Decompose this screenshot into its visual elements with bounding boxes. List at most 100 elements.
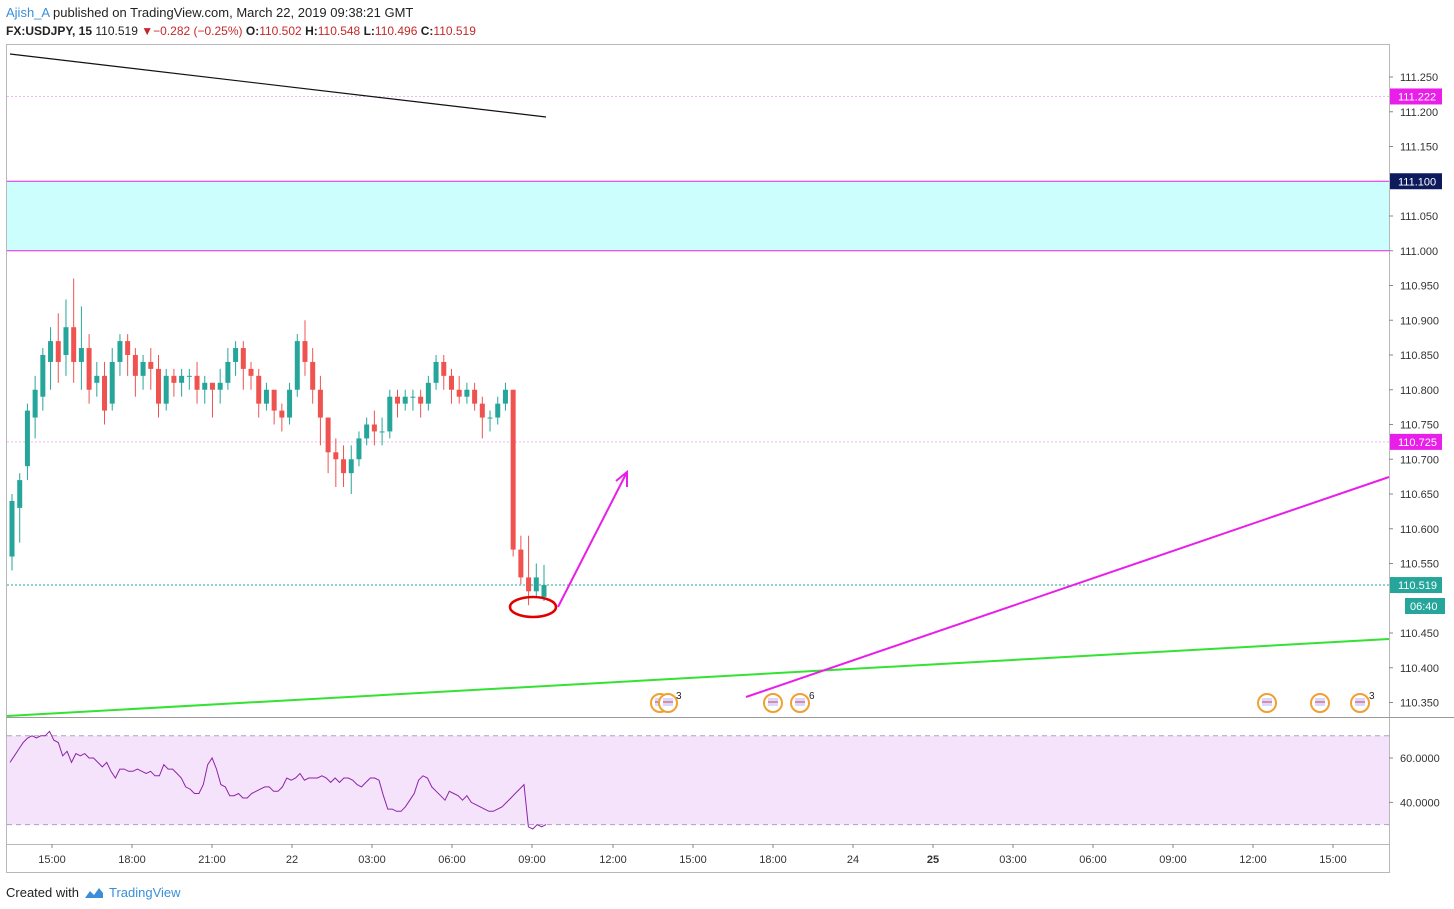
zone-fill bbox=[7, 181, 1389, 251]
economic-events[interactable]: 3 6 3 bbox=[650, 691, 1375, 713]
tradingview-brand[interactable]: TradingView bbox=[108, 884, 181, 900]
candle bbox=[102, 361, 108, 425]
rsi-tick-label: 40.0000 bbox=[1400, 797, 1440, 809]
y-tick-label: 110.600 bbox=[1400, 524, 1439, 536]
candle-body bbox=[518, 549, 524, 578]
candle-body bbox=[240, 348, 246, 369]
last-price: 110.519 bbox=[95, 24, 138, 38]
candle bbox=[410, 389, 416, 411]
candle bbox=[148, 348, 154, 390]
candle-body bbox=[55, 341, 61, 362]
candle bbox=[48, 327, 54, 390]
author-link[interactable]: Ajish_A bbox=[6, 5, 50, 20]
level-mid-tag-text: 110.725 bbox=[1398, 437, 1437, 449]
candle-body bbox=[179, 375, 185, 383]
time-axis[interactable]: 15:00 18:00 21:00 22 03:00 06:00 09:00 12:00 15:… bbox=[38, 844, 1347, 866]
candle-body bbox=[9, 500, 15, 557]
candle bbox=[479, 396, 485, 439]
y-tick-label: 111.250 bbox=[1400, 72, 1438, 84]
candle bbox=[456, 375, 462, 404]
candle-body bbox=[148, 361, 154, 369]
candle-body bbox=[356, 438, 362, 460]
candle bbox=[248, 361, 254, 390]
candle-body bbox=[32, 389, 38, 418]
y-tick-label: 110.800 bbox=[1400, 385, 1439, 397]
candle-body bbox=[464, 389, 470, 397]
candle-body bbox=[86, 348, 92, 390]
price-axis[interactable]: 111.250 111.200 111.150 111.050 111.000 110.9… bbox=[1389, 72, 1440, 809]
us-flag-icon bbox=[790, 693, 810, 713]
candle-body bbox=[502, 389, 508, 404]
trend-lines[interactable] bbox=[6, 53, 1390, 717]
candle bbox=[109, 348, 115, 411]
candle bbox=[518, 535, 524, 585]
candle-body bbox=[348, 459, 354, 474]
candle bbox=[526, 535, 532, 606]
us-flag-icon bbox=[1310, 693, 1330, 713]
x-tick-label: 03:00 bbox=[358, 854, 386, 866]
candle bbox=[125, 334, 131, 376]
candle bbox=[333, 438, 339, 488]
candle-body bbox=[294, 341, 300, 390]
x-tick-label: 15:00 bbox=[38, 854, 66, 866]
candle-body bbox=[109, 361, 115, 404]
candle-body bbox=[402, 396, 408, 404]
candle-body bbox=[171, 375, 177, 383]
down-arrow-icon: ▼ bbox=[141, 24, 154, 38]
candle bbox=[441, 355, 447, 390]
candle-body bbox=[310, 361, 316, 390]
x-tick-label: 03:00 bbox=[999, 854, 1027, 866]
annotations[interactable] bbox=[508, 469, 628, 619]
candle-body bbox=[495, 403, 501, 418]
candle-body bbox=[533, 577, 539, 592]
us-flag-icon bbox=[1257, 693, 1277, 713]
symbol-label[interactable]: FX:USDJPY, 15 bbox=[6, 24, 93, 38]
candle bbox=[310, 348, 316, 404]
candle-body bbox=[225, 361, 231, 383]
candle bbox=[140, 355, 146, 390]
candle bbox=[279, 403, 285, 432]
candle-body bbox=[94, 375, 100, 383]
candle-body bbox=[325, 417, 331, 453]
candle-body bbox=[371, 424, 377, 432]
level-high-tag-bg bbox=[1390, 88, 1442, 105]
resistance-zone[interactable] bbox=[7, 180, 1389, 252]
candle-body bbox=[441, 361, 447, 376]
event-count: 3 bbox=[1369, 691, 1375, 702]
candle bbox=[86, 334, 92, 404]
candle bbox=[24, 403, 30, 481]
candle bbox=[194, 361, 200, 404]
x-tick-label: 15:00 bbox=[679, 854, 707, 866]
candle-body bbox=[433, 361, 439, 383]
candle bbox=[302, 320, 308, 376]
current-price-tag: 110.519 bbox=[1390, 577, 1442, 594]
published-text: published on TradingView.com, March 22, … bbox=[53, 5, 414, 20]
current-price-tag-text: 110.519 bbox=[1398, 580, 1437, 592]
candle bbox=[464, 382, 470, 404]
candle bbox=[202, 375, 208, 404]
candle-body bbox=[217, 382, 223, 390]
candle-body bbox=[202, 382, 208, 390]
candle-body bbox=[24, 410, 30, 467]
y-tick-label: 110.950 bbox=[1400, 281, 1439, 293]
candle bbox=[256, 368, 262, 418]
ohlc-line: FX:USDJPY, 15 110.519 ▼−0.282 (−0.25%) O… bbox=[6, 22, 1206, 40]
candle bbox=[287, 382, 293, 425]
countdown-bg bbox=[1405, 598, 1445, 614]
candle bbox=[155, 355, 161, 418]
magenta-arrow-head bbox=[615, 469, 628, 487]
candle-body bbox=[287, 389, 293, 418]
candle bbox=[94, 361, 100, 397]
magenta-arrow-line bbox=[557, 473, 627, 608]
candle bbox=[9, 494, 15, 571]
rsi-tick-label: 60.0000 bbox=[1400, 753, 1440, 765]
candle bbox=[425, 375, 431, 411]
candle-body bbox=[510, 389, 516, 550]
y-tick-label: 110.900 bbox=[1400, 315, 1439, 327]
x-tick-label: 06:00 bbox=[438, 854, 466, 866]
candle-body bbox=[479, 403, 485, 418]
candle bbox=[472, 382, 478, 411]
candle-body bbox=[387, 396, 393, 432]
event-count: 3 bbox=[676, 691, 682, 702]
